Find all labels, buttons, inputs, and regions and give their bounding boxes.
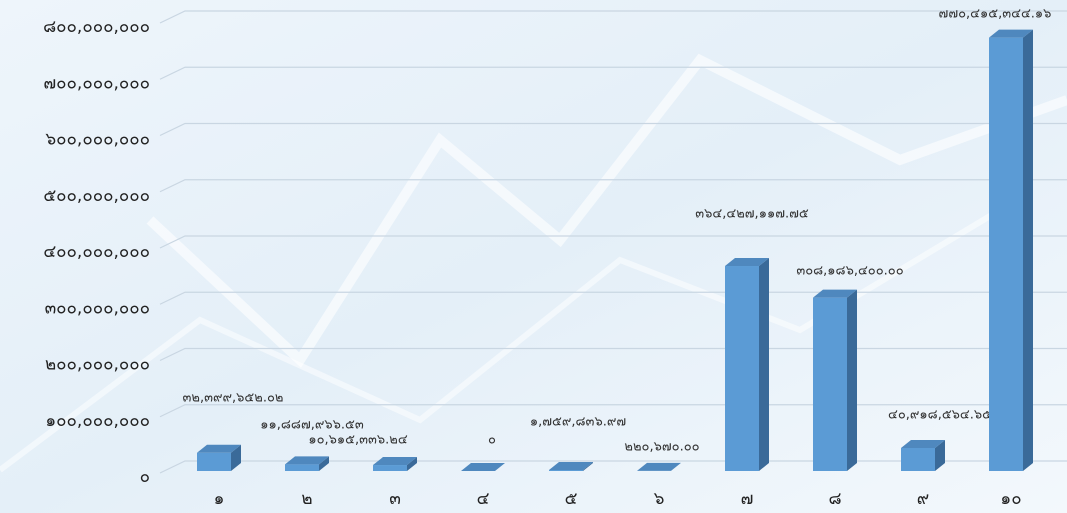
bar-top: [461, 463, 505, 471]
x-tick-label: ๔: [477, 489, 490, 509]
bar-top: [373, 457, 417, 466]
bar-side: [1023, 29, 1033, 472]
background-decor: [146, 53, 1067, 368]
data-label: ๒๒๐,๖๗๐.๐๐: [624, 440, 699, 455]
bar-front: [373, 465, 407, 471]
data-label: ๗๗๐,๔๑๕,๓๔๔.๑๖: [939, 7, 1052, 22]
bar-side: [935, 439, 945, 471]
data-label: ๓๐๘,๑๘๖,๔๐๐.๐๐: [796, 264, 903, 279]
bar-front: [989, 37, 1023, 472]
x-tick-label: ๙: [917, 489, 929, 509]
bar-front: [901, 447, 935, 471]
x-tick-label: ๘: [828, 489, 841, 509]
bar-side: [847, 289, 857, 471]
y-tick-label: ๓๐๐,๐๐๐,๐๐๐: [45, 298, 150, 318]
x-tick-label: ๑: [214, 489, 225, 509]
bar-top: [725, 258, 769, 267]
bar-side: [407, 457, 417, 471]
bar-side: [583, 462, 593, 471]
bar-top: [989, 29, 1033, 38]
x-tick-label: ๕: [565, 489, 578, 509]
bar-top: [637, 462, 681, 471]
y-tick-label: ๐: [140, 467, 150, 487]
x-tick-label: ๗: [741, 489, 754, 509]
bar-top: [197, 444, 241, 453]
bar-side: [319, 456, 329, 471]
bar-front: [197, 452, 231, 471]
data-label: ๐: [488, 433, 496, 448]
grid-line: [159, 347, 1067, 362]
y-tick-label: ๒๐๐,๐๐๐,๐๐๐: [45, 355, 150, 375]
grid-line: [159, 460, 1067, 474]
y-tick-label: ๗๐๐,๐๐๐,๐๐๐: [43, 73, 150, 93]
y-tick-label: ๘๐๐,๐๐๐,๐๐๐: [43, 17, 150, 37]
bar-top: [285, 456, 329, 465]
y-tick-label: ๑๐๐,๐๐๐,๐๐๐: [45, 411, 150, 431]
y-tick-label: ๔๐๐,๐๐๐,๐๐๐: [43, 242, 150, 262]
bar-top: [813, 289, 857, 298]
bar-top: [549, 462, 593, 471]
grid-line: [159, 66, 1067, 80]
data-label: ๓๒,๓๙๙,๖๕๒.๐๒: [183, 391, 284, 406]
grid-line: [159, 122, 1067, 137]
y-tick-label: ๕๐๐,๐๐๐,๐๐๐: [43, 186, 150, 206]
grid-line: [159, 235, 1067, 249]
x-tick-label: ๒: [301, 489, 312, 509]
grid-line: [159, 179, 1067, 193]
x-tick-label: ๓: [389, 489, 401, 509]
data-label: ๑,๗๕๙,๘๓๖.๙๗: [530, 415, 626, 430]
bar-side: [231, 444, 241, 471]
bar-front: [549, 470, 583, 471]
grid-line: [159, 291, 1067, 305]
bar-top: [901, 439, 945, 448]
y-tick-label: ๖๐๐,๐๐๐,๐๐๐: [45, 130, 150, 150]
x-tick-label: ๖: [654, 489, 665, 509]
bar-front: [285, 464, 319, 471]
bar-front: [813, 297, 847, 471]
grid-line: [159, 10, 1067, 24]
data-label: ๑๑,๘๘๗,๙๖๖.๕๓: [260, 418, 364, 433]
bar-side: [759, 258, 769, 471]
x-tick-label: ๑๐: [1000, 489, 1021, 509]
bar-front: [725, 266, 759, 471]
data-label: ๑๐,๖๑๕,๓๓๖.๒๔: [308, 433, 408, 448]
data-label: ๔๐,๙๑๘,๕๖๔.๖๕: [888, 408, 992, 423]
grid-line: [159, 404, 1067, 418]
data-label: ๓๖๔,๔๒๗,๑๑๗.๗๕: [695, 207, 809, 222]
